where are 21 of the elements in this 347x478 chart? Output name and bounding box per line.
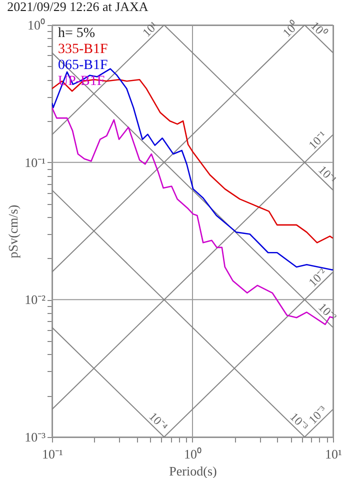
series-label: 335-B1F — [58, 42, 108, 57]
text: 10⁻² — [316, 300, 340, 324]
x-tick-label: 10⁰ — [184, 446, 202, 462]
y-axis-title: pSv(cm/s) — [6, 204, 21, 258]
y-tick-label: 10⁰ — [28, 18, 46, 32]
text: 10⁻¹ — [306, 128, 330, 152]
series-label: 065-B1F — [58, 58, 108, 73]
y-tick-label: 10⁻² — [24, 292, 46, 308]
text: 10⁰ — [308, 18, 330, 40]
x-tick-label: 10¹ — [325, 446, 342, 462]
text: 10⁰ — [280, 18, 302, 40]
x-tick-label: 10⁻¹ — [42, 446, 64, 462]
text: 10⁻⁴ — [146, 409, 170, 434]
text: 10⁻² — [306, 265, 330, 290]
y-tick-label: 10⁻³ — [24, 430, 46, 444]
annotation: h= 5% — [58, 26, 96, 41]
chart-title: 2021/09/29 12:26 at JAXA — [7, 0, 149, 14]
text: 10¹ — [140, 18, 161, 40]
text: 10⁻¹ — [316, 162, 340, 187]
x-axis-title: Period(s) — [169, 464, 217, 478]
y-tick-label: 10⁻¹ — [24, 154, 46, 170]
